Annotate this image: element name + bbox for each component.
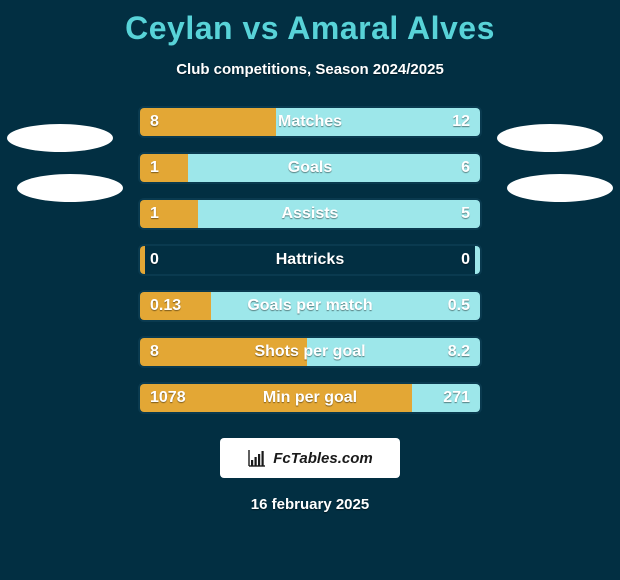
- page-title: Ceylan vs Amaral Alves: [0, 0, 620, 47]
- stat-bar: Goals per match: [138, 290, 482, 322]
- stat-bar-left: [140, 292, 211, 320]
- title-player1: Ceylan: [125, 10, 233, 46]
- stat-row: Assists15: [0, 198, 620, 230]
- stat-bar-right: [188, 154, 480, 182]
- stat-rows: Matches812 Goals16 Assists15 Hattricks00 Goa…: [0, 106, 620, 414]
- stat-bar: Matches: [138, 106, 482, 138]
- stat-row: Hattricks00: [0, 244, 620, 276]
- stat-row: Min per goal1078271: [0, 382, 620, 414]
- title-player2: Amaral Alves: [287, 10, 495, 46]
- stat-bar: Goals: [138, 152, 482, 184]
- stat-bar: Min per goal: [138, 382, 482, 414]
- stat-bar-right: [475, 246, 480, 274]
- source-badge: FcTables.com: [220, 438, 400, 478]
- stat-bar-left: [140, 384, 412, 412]
- stat-row: Matches812: [0, 106, 620, 138]
- stat-bar-left: [140, 108, 276, 136]
- stat-bar-left: [140, 200, 198, 228]
- stat-bar-right: [198, 200, 480, 228]
- stat-bar-right: [211, 292, 480, 320]
- stat-bar-left: [140, 338, 307, 366]
- chart-icon: [247, 448, 267, 468]
- stat-bar-left: [140, 154, 188, 182]
- stat-bar-left: [140, 246, 145, 274]
- stat-bar: Hattricks: [138, 244, 482, 276]
- stat-bar: Shots per goal: [138, 336, 482, 368]
- stat-bar-right: [307, 338, 480, 366]
- footer-date: 16 february 2025: [0, 496, 620, 513]
- stat-row: Goals16: [0, 152, 620, 184]
- title-vs: vs: [242, 10, 279, 46]
- subtitle: Club competitions, Season 2024/2025: [0, 61, 620, 78]
- stat-label: Hattricks: [140, 246, 480, 274]
- stat-bar-right: [412, 384, 480, 412]
- stat-bar: Assists: [138, 198, 482, 230]
- stat-row: Goals per match0.130.5: [0, 290, 620, 322]
- badge-text: FcTables.com: [273, 450, 372, 467]
- stat-row: Shots per goal88.2: [0, 336, 620, 368]
- comparison-infographic: Ceylan vs Amaral Alves Club competitions…: [0, 0, 620, 580]
- stat-bar-right: [276, 108, 480, 136]
